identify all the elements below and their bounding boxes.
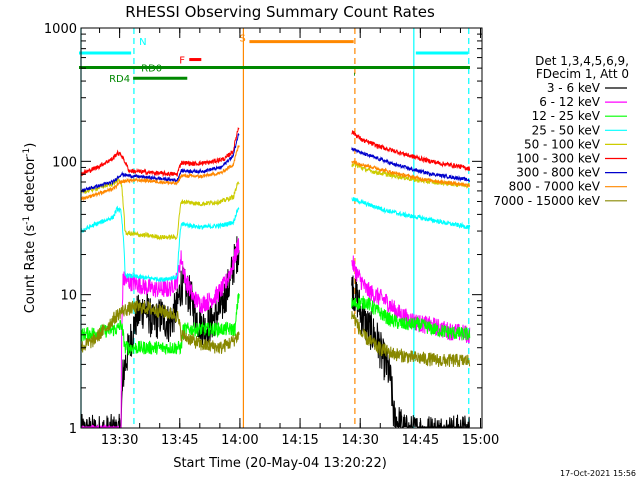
legend-label-3: 12 - 25 keV <box>532 109 601 123</box>
series-100-300-kevline <box>80 126 471 178</box>
x-tick-label-3: 14:00 <box>221 433 258 448</box>
x-tick-label-4: 14:15 <box>281 433 318 448</box>
series-7000-15000-kevline <box>80 299 471 368</box>
annotation-label-n: N <box>139 37 146 48</box>
annotation-label-f: F <box>179 56 185 67</box>
chart-title: RHESSI Observing Summary Count Rates <box>125 3 435 21</box>
legend-label-5: 50 - 100 keV <box>524 137 601 151</box>
plot-frame <box>80 27 483 429</box>
x-tick-label-6: 14:45 <box>402 433 439 448</box>
axes: 13:30 13:45 14:00 14:15 14:30 14:45 15:00 1 10 10… <box>44 22 499 448</box>
legend-label-7: 300 - 800 keV <box>516 166 600 180</box>
x-tick-label-7: 15:00 <box>462 433 499 448</box>
series-lines <box>80 126 471 429</box>
x-axis-label: Start Time (20-May-04 13:20:22) <box>173 456 387 471</box>
series-25-50-kevline <box>80 197 471 283</box>
legend-label-6: 100 - 300 keV <box>516 152 600 166</box>
y-axis-label-mid: detector <box>23 156 38 216</box>
x-tick-label-5: 14:30 <box>341 433 378 448</box>
y-tick-label-4: 1000 <box>44 22 77 37</box>
y-axis-label-end: ) <box>23 143 38 148</box>
legend-label-2: 6 - 12 keV <box>539 95 601 109</box>
y-axis-label-main: Count Rate (s <box>23 225 38 314</box>
legend-header-line-1: Det 1,3,4,5,6,9, <box>535 54 629 68</box>
state-annotations: N F RD0 RD4 S <box>78 33 470 85</box>
legend-label-1: 3 - 6 keV <box>547 81 601 95</box>
footer-timestamp: 17-Oct-2021 15:56 <box>560 469 636 478</box>
annotation-label-rd4: RD4 <box>109 74 130 85</box>
annotation-label-s: S <box>239 33 245 44</box>
y-tick-label-1: 1 <box>69 422 77 437</box>
y-axis-label-sup2: -1 <box>22 148 32 157</box>
legend-header-line-2: FDecim 1, Att 0 <box>536 67 629 81</box>
legend-label-8: 800 - 7000 keV <box>509 180 601 194</box>
y-tick-label-3: 100 <box>52 155 77 170</box>
y-axis-label: Count Rate (s-1 detector-1) <box>22 143 38 314</box>
x-tick-label-2: 13:45 <box>161 433 198 448</box>
y-axis-label-sup1: -1 <box>22 216 32 225</box>
x-tick-label-1: 13:30 <box>101 433 138 448</box>
legend-label-9: 7000 - 15000 keV <box>493 194 600 208</box>
legend-label-4: 25 - 50 keV <box>532 123 601 137</box>
annotation-label-rd0: RD0 <box>141 64 162 75</box>
series-800-7000-kevline <box>80 145 471 202</box>
y-tick-label-2: 10 <box>60 289 77 304</box>
